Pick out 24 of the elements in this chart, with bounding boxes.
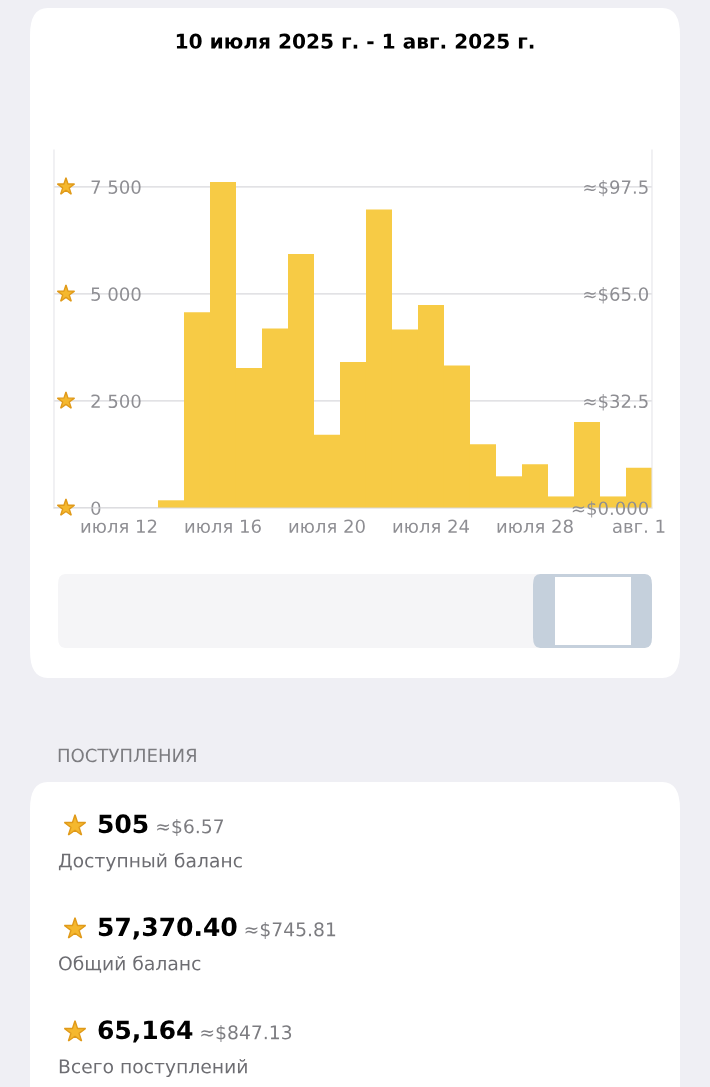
text: 505 <box>98 814 148 834</box>
text: Общий баланс <box>59 955 201 973</box>
text: Всего поступлений <box>59 1059 247 1078</box>
x-tick-label: июля 12 <box>81 519 157 534</box>
chart-title: 10 июля 2025 г. - 1 авг. 2025 г. <box>176 33 534 49</box>
text: ≈$6.57 <box>157 818 224 836</box>
text: ≈$847.13 <box>201 1024 292 1042</box>
text: Доступный баланс <box>58 852 242 872</box>
y-tick-label: 5 000 <box>91 287 141 301</box>
y2-tick-label: ≈$32.5 <box>584 394 648 411</box>
x-tick-label: июля 16 <box>185 519 261 534</box>
text: ≈$745.81 <box>245 921 336 939</box>
y-tick-label: 0 <box>91 501 101 516</box>
x-tick-label: июля 20 <box>289 519 365 534</box>
x-tick-label: авг. 1 <box>613 519 665 534</box>
y-tick-label: 2 500 <box>91 394 141 409</box>
x-tick-label: июля 28 <box>497 519 573 534</box>
text: 65,164 <box>98 1020 193 1043</box>
x-tick-label: июля 24 <box>393 519 470 534</box>
y2-tick-label: ≈$65.0 <box>584 287 649 304</box>
y2-tick-label: ≈$97.5 <box>584 179 648 197</box>
text: ПОСТУПЛЕНИЯ <box>58 748 196 763</box>
text: 57,370.40 <box>98 917 237 940</box>
y-tick-label: 7 500 <box>91 180 141 194</box>
